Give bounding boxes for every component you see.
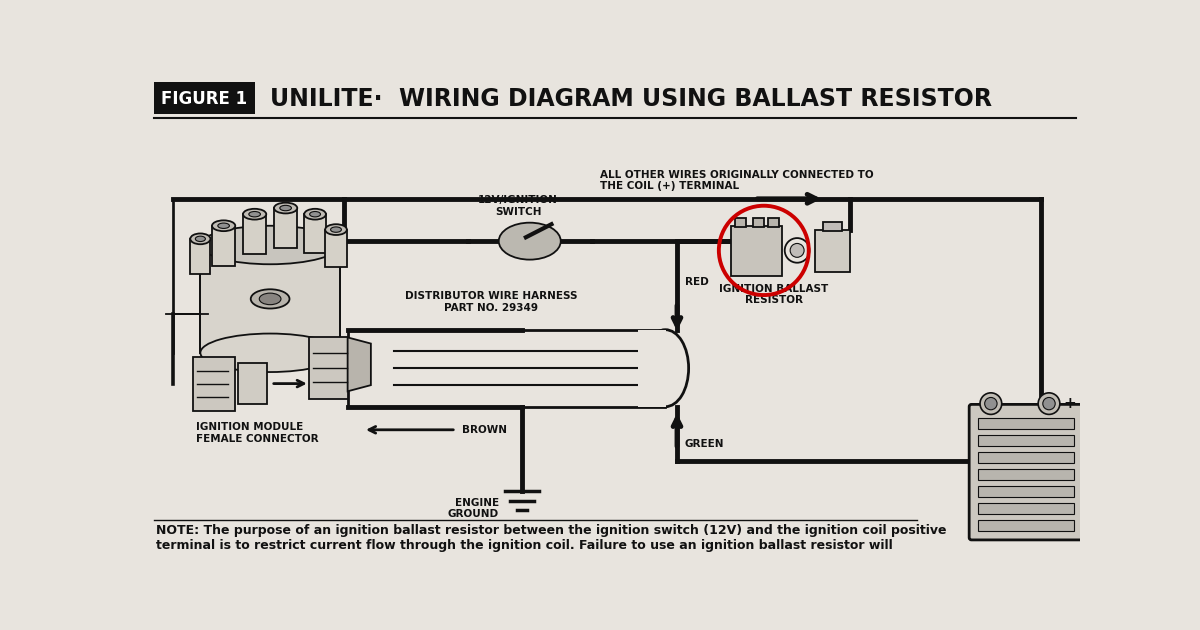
Text: -: - [1004, 396, 1012, 411]
Circle shape [985, 398, 997, 410]
Text: IGNITION BALLAST
RESISTOR: IGNITION BALLAST RESISTOR [719, 284, 828, 305]
Ellipse shape [330, 227, 342, 232]
FancyBboxPatch shape [815, 229, 850, 272]
Ellipse shape [200, 226, 340, 264]
Ellipse shape [196, 236, 205, 241]
FancyBboxPatch shape [731, 226, 781, 276]
Ellipse shape [274, 203, 298, 214]
Ellipse shape [251, 289, 289, 309]
Text: FIGURE 1: FIGURE 1 [161, 89, 247, 108]
Text: UNILITE·  WIRING DIAGRAM USING BALLAST RESISTOR: UNILITE· WIRING DIAGRAM USING BALLAST RE… [270, 87, 992, 111]
FancyBboxPatch shape [768, 218, 779, 227]
Circle shape [980, 393, 1002, 415]
Ellipse shape [259, 293, 281, 305]
Ellipse shape [242, 209, 266, 220]
FancyBboxPatch shape [978, 520, 1074, 530]
FancyBboxPatch shape [193, 357, 235, 411]
Circle shape [1043, 398, 1055, 410]
FancyBboxPatch shape [348, 329, 665, 407]
FancyBboxPatch shape [978, 418, 1074, 429]
FancyBboxPatch shape [325, 229, 347, 266]
Text: ENGINE
GROUND: ENGINE GROUND [448, 498, 499, 519]
Ellipse shape [218, 223, 229, 229]
Ellipse shape [499, 222, 560, 260]
Text: 12V/IGNITION
SWITCH: 12V/IGNITION SWITCH [478, 195, 558, 217]
Text: NOTE: The purpose of an ignition ballast resistor between the ignition switch (1: NOTE: The purpose of an ignition ballast… [156, 524, 947, 552]
Text: RED: RED [685, 277, 708, 287]
FancyBboxPatch shape [978, 469, 1074, 480]
FancyBboxPatch shape [752, 218, 764, 227]
Ellipse shape [325, 224, 347, 235]
Ellipse shape [642, 329, 689, 407]
FancyBboxPatch shape [970, 404, 1082, 540]
FancyBboxPatch shape [978, 503, 1074, 513]
Ellipse shape [191, 234, 210, 244]
FancyBboxPatch shape [305, 214, 326, 253]
FancyBboxPatch shape [154, 82, 254, 114]
FancyBboxPatch shape [200, 245, 340, 353]
Ellipse shape [212, 220, 235, 231]
Ellipse shape [200, 333, 340, 372]
FancyBboxPatch shape [736, 218, 746, 227]
Circle shape [785, 238, 810, 263]
Text: DISTRIBUTOR WIRE HARNESS
PART NO. 29349: DISTRIBUTOR WIRE HARNESS PART NO. 29349 [404, 291, 577, 312]
FancyBboxPatch shape [978, 452, 1074, 463]
Polygon shape [348, 338, 371, 391]
FancyBboxPatch shape [308, 338, 348, 399]
Text: GREEN: GREEN [685, 439, 725, 449]
Text: IGNITION MODULE
FEMALE CONNECTOR: IGNITION MODULE FEMALE CONNECTOR [197, 422, 319, 444]
FancyBboxPatch shape [238, 363, 268, 404]
FancyBboxPatch shape [191, 239, 210, 274]
Text: +: + [1063, 396, 1075, 411]
Text: ALL OTHER WIRES ORIGINALLY CONNECTED TO
THE COIL (+) TERMINAL: ALL OTHER WIRES ORIGINALLY CONNECTED TO … [600, 169, 874, 191]
Ellipse shape [248, 212, 260, 217]
Ellipse shape [305, 209, 326, 220]
FancyBboxPatch shape [978, 486, 1074, 497]
FancyBboxPatch shape [212, 226, 235, 266]
FancyBboxPatch shape [242, 214, 266, 255]
Circle shape [1038, 393, 1060, 415]
FancyBboxPatch shape [274, 208, 298, 248]
Circle shape [790, 243, 804, 257]
Text: BROWN: BROWN [462, 425, 508, 435]
FancyBboxPatch shape [638, 329, 666, 407]
FancyBboxPatch shape [823, 222, 842, 231]
Ellipse shape [280, 205, 292, 210]
Ellipse shape [310, 212, 320, 217]
FancyBboxPatch shape [978, 435, 1074, 446]
